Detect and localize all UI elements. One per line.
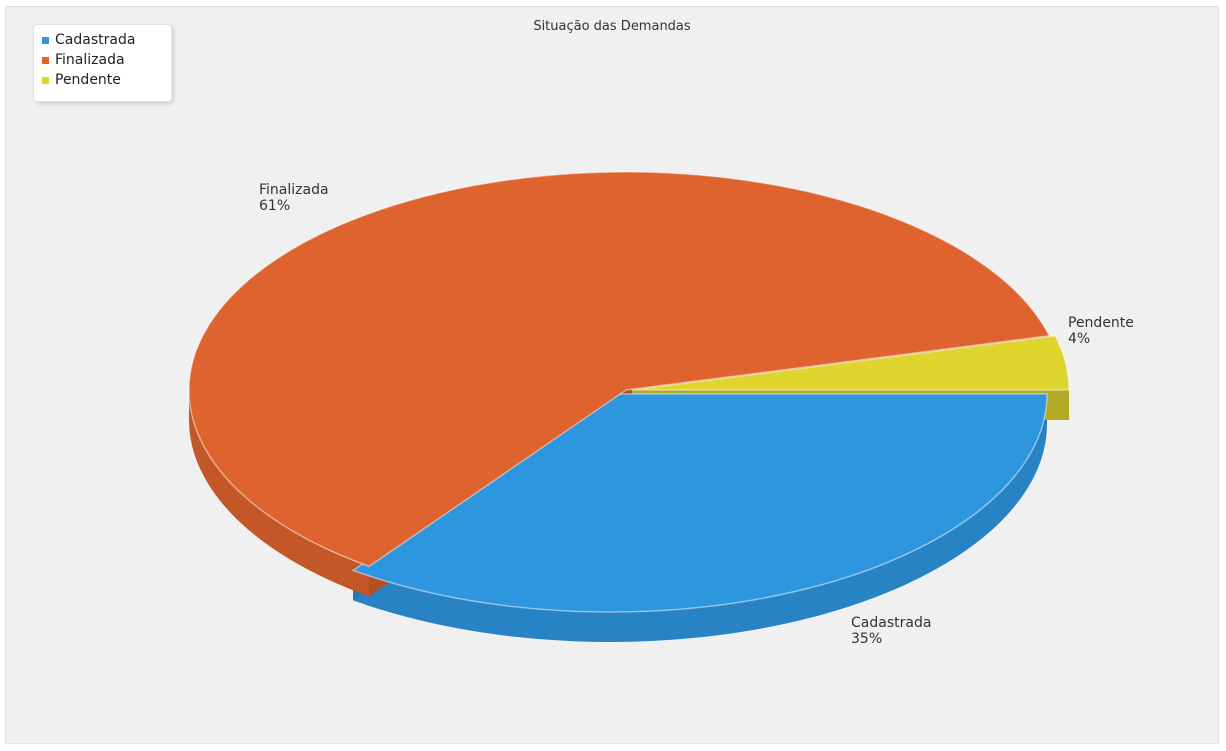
legend: Cadastrada Finalizada Pendente [33, 24, 172, 102]
pie-side-cadastrada [353, 394, 1048, 642]
pie-slice-pendente [631, 334, 1070, 391]
pie-slice-cadastrada [351, 393, 1048, 613]
legend-item-cadastrada[interactable]: Cadastrada [42, 30, 171, 50]
pie-percent-pendente: 4% [1068, 331, 1090, 347]
legend-swatch-finalizada [42, 56, 49, 64]
pie-label-cadastrada: Cadastrada [851, 615, 931, 631]
pie-slice-finalizada [188, 171, 1051, 568]
legend-swatch-pendente [42, 76, 49, 84]
pie-label-pendente: Pendente [1068, 315, 1134, 331]
legend-label-cadastrada: Cadastrada [55, 32, 136, 48]
chart-title: Situação das Demandas [533, 19, 691, 34]
legend-swatch-cadastrada [42, 36, 49, 44]
pie-label-finalizada: Finalizada [259, 182, 329, 198]
pie-percent-cadastrada: 35% [851, 631, 882, 647]
legend-label-pendente: Pendente [55, 72, 121, 88]
legend-item-pendente[interactable]: Pendente [42, 70, 171, 90]
legend-item-finalizada[interactable]: Finalizada [42, 50, 171, 70]
pie-top-layer [188, 171, 1070, 613]
legend-label-finalizada: Finalizada [55, 52, 125, 68]
pie-side-finalizada [189, 390, 370, 597]
pie-percent-finalizada: 61% [259, 198, 290, 214]
